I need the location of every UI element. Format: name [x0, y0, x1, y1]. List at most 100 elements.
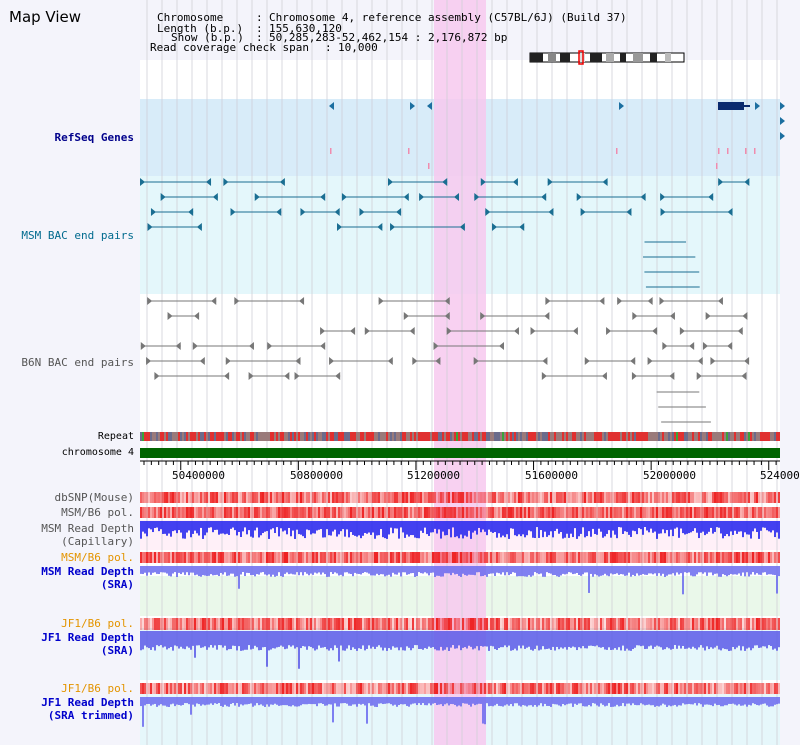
- jf1-b6-pol-label-2[interactable]: JF1/B6 pol.: [61, 682, 134, 695]
- jf1-depth-sra-bar: [714, 631, 716, 648]
- msm-depth-cap-bar: [214, 521, 216, 530]
- dbsnp-cell: [714, 492, 716, 503]
- dbsnp-cell: [758, 492, 760, 503]
- jf1-depth-sra-label[interactable]: JF1 Read Depth: [41, 631, 134, 644]
- repeat-segment: [152, 432, 154, 441]
- jf1-depth-trim-bar: [298, 697, 300, 707]
- msm-pol2-cell: [702, 552, 704, 563]
- msm-depth-cap-bar: [258, 521, 260, 538]
- jf1-depth-trim-bar: [478, 697, 480, 704]
- b6n-bac-label[interactable]: B6N BAC end pairs: [21, 356, 134, 369]
- jf1-pol-cell: [450, 618, 452, 630]
- msm-pol2-cell: [460, 552, 462, 563]
- dbsnp-cell: [636, 492, 638, 503]
- jf1-depth-trim-bar: [514, 697, 516, 704]
- jf1-pol2-cell: [428, 683, 430, 694]
- dbsnp-label[interactable]: dbSNP(Mouse): [54, 491, 134, 504]
- jf1-pol2-cell: [248, 683, 250, 694]
- jf1-depth-trim-bar: [698, 697, 700, 704]
- repeat-segment: [732, 432, 734, 441]
- jf1-pol2-cell: [512, 683, 514, 694]
- msm-pol2-cell: [212, 552, 214, 563]
- jf1-depth-sra-bar: [194, 631, 196, 658]
- jf1-pol2-cell: [454, 683, 456, 694]
- msm-pol-cell: [236, 507, 238, 518]
- jf1-pol-cell: [226, 618, 228, 630]
- jf1-pol2-cell: [424, 683, 426, 694]
- jf1-depth-trim-bar: [324, 697, 326, 706]
- msm-bac-label[interactable]: MSM BAC end pairs: [21, 229, 134, 242]
- msm-b6-pol-label-2[interactable]: MSM/B6 pol.: [61, 551, 134, 564]
- msm-pol2-cell: [260, 552, 262, 563]
- repeat-segment: [308, 432, 310, 441]
- repeat-segment: [490, 432, 492, 441]
- msm-depth-capillary-label[interactable]: MSM Read Depth: [41, 522, 134, 535]
- jf1-depth-sra-bar: [278, 631, 280, 647]
- dbsnp-cell: [432, 492, 434, 503]
- msm-depth-cap-bar: [420, 521, 422, 531]
- refseq-genes-label[interactable]: RefSeq Genes: [54, 131, 134, 144]
- b6n-bac-pair-end: [572, 327, 578, 335]
- b6n-bac-pair-end: [412, 357, 418, 365]
- dbsnp-cell: [264, 492, 266, 503]
- msm-depth-cap-bar: [492, 521, 494, 533]
- jf1-b6-pol-label[interactable]: JF1/B6 pol.: [61, 617, 134, 630]
- jf1-depth-trim-bar: [682, 697, 684, 704]
- jf1-pol-cell: [300, 618, 302, 630]
- jf1-pol2-cell: [452, 683, 454, 694]
- jf1-depth-trim-bar: [444, 697, 446, 705]
- jf1-depth-trim-bar: [390, 697, 392, 705]
- repeat-segment: [556, 432, 558, 441]
- msm-pol-cell: [278, 507, 280, 518]
- jf1-depth-sra-bar: [204, 631, 206, 647]
- jf1-depth-trim-bar: [588, 697, 590, 706]
- msm-depth-cap-bar: [466, 521, 468, 537]
- dbsnp-cell: [244, 492, 246, 503]
- repeat-segment: [572, 432, 574, 441]
- msm-depth-cap-bar: [152, 521, 154, 533]
- jf1-depth-trim-bar: [754, 697, 756, 705]
- jf1-depth-trim-bar: [768, 697, 770, 707]
- msm-pol2-cell: [238, 552, 240, 563]
- jf1-pol-cell: [682, 618, 684, 630]
- msm-depth-cap-bar: [326, 521, 328, 530]
- jf1-pol-cell: [476, 618, 478, 630]
- repeat-segment: [262, 432, 264, 441]
- repeat-segment: [488, 432, 490, 441]
- dbsnp-cell: [262, 492, 264, 503]
- msm-bac-pair-end: [160, 193, 166, 201]
- msm-depth-cap-bar: [220, 521, 222, 534]
- jf1-depth-trimmed-label[interactable]: JF1 Read Depth: [41, 696, 134, 709]
- jf1-pol2-cell: [266, 683, 268, 694]
- jf1-pol2-cell: [700, 683, 702, 694]
- dbsnp-cell: [630, 492, 632, 503]
- repeat-segment: [228, 432, 230, 441]
- msm-pol-cell: [246, 507, 248, 518]
- jf1-depth-trim-bar: [202, 697, 204, 705]
- msm-pol2-cell: [646, 552, 648, 563]
- repeat-segment: [284, 432, 286, 441]
- msm-pol-cell: [206, 507, 208, 518]
- msm-depth-sra-bar: [522, 566, 524, 577]
- jf1-depth-trim-bar: [612, 697, 614, 707]
- msm-pol2-cell: [288, 552, 290, 563]
- msm-depth-cap-bar: [184, 521, 186, 539]
- msm-pol-cell: [750, 507, 752, 518]
- msm-pol2-cell: [684, 552, 686, 563]
- msm-pol-cell: [526, 507, 528, 518]
- jf1-depth-trim-bar: [312, 697, 314, 705]
- repeat-segment: [218, 432, 220, 441]
- repeat-segment: [492, 432, 494, 441]
- jf1-pol2-cell: [686, 683, 688, 694]
- msm-pol2-cell: [270, 552, 272, 563]
- jf1-depth-trim-bar: [142, 697, 144, 727]
- dbsnp-cell: [392, 492, 394, 503]
- repeat-segment: [690, 432, 692, 441]
- jf1-pol-cell: [438, 618, 440, 630]
- jf1-pol2-cell: [374, 683, 376, 694]
- msm-b6-pol-label[interactable]: MSM/B6 pol.: [61, 506, 134, 519]
- msm-depth-sra-bar: [212, 566, 214, 576]
- jf1-pol2-cell: [204, 683, 206, 694]
- msm-depth-sra-label[interactable]: MSM Read Depth: [41, 565, 134, 578]
